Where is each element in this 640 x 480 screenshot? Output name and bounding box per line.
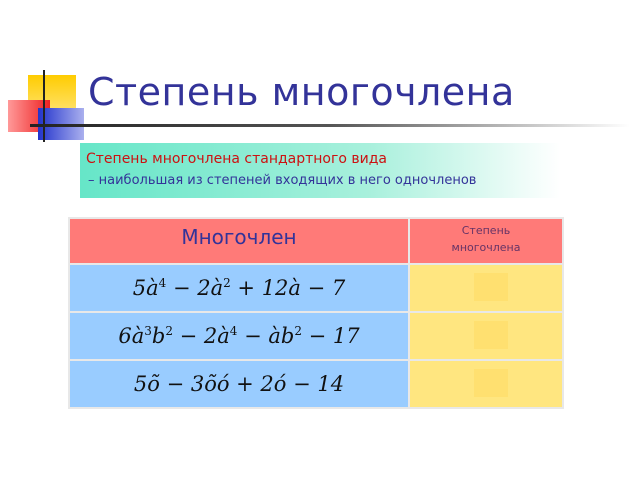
formula-exponent: 2	[294, 324, 302, 338]
answer-placeholder[interactable]	[474, 369, 508, 397]
decor-vertical-line	[43, 70, 45, 142]
formula-term: + 12à − 7	[230, 276, 346, 300]
table-row: 6à3b2 − 2à4 − àb2 − 17	[68, 311, 564, 361]
formula-exponent: 3	[144, 324, 152, 338]
definition-box: Степень многочлена стандартного вида – н…	[80, 143, 560, 198]
table-row: 5à4 − 2à2 + 12à − 7	[68, 263, 564, 313]
formula-exponent: 4	[158, 276, 167, 290]
formula-exponent: 2	[165, 324, 173, 338]
title-underline	[30, 124, 630, 127]
header-degree: Степень многочлена	[408, 217, 564, 265]
formula-term: 5õ − 3õó + 2ó − 14	[133, 372, 345, 396]
answer-placeholder[interactable]	[474, 321, 508, 349]
slide-title: Степень многочлена	[88, 70, 515, 114]
degree-answer-cell[interactable]	[408, 359, 564, 409]
header-row: Многочлен Степень многочлена	[68, 217, 564, 265]
formula-term: b	[151, 324, 166, 348]
definition-text: – наибольшая из степеней входящих в него…	[88, 173, 477, 188]
table-row: 5õ − 3õó + 2ó − 14	[68, 359, 564, 409]
formula-term: − 2à	[172, 324, 230, 348]
degree-answer-cell[interactable]	[408, 263, 564, 313]
polynomial-cell: 5õ − 3õó + 2ó − 14	[68, 359, 410, 409]
definition-term: Степень многочлена стандартного вида	[86, 151, 387, 167]
formula-term: − 2à	[166, 276, 224, 300]
polynomial-cell: 6à3b2 − 2à4 − àb2 − 17	[68, 311, 410, 361]
formula-exponent: 2	[223, 276, 231, 290]
degree-answer-cell[interactable]	[408, 311, 564, 361]
header-polynomial: Многочлен	[68, 217, 410, 265]
polynomial-cell: 5à4 − 2à2 + 12à − 7	[68, 263, 410, 313]
formula-term: 5à	[132, 276, 159, 300]
header-degree-label: Степень многочлена	[451, 224, 521, 254]
formula-exponent: 4	[229, 324, 238, 338]
answer-placeholder[interactable]	[474, 273, 508, 301]
formula-term: 6à	[118, 324, 145, 348]
formula-term: − àb	[237, 324, 295, 348]
polynomial-table: Многочлен Степень многочлена 5à4 − 2à2 +…	[68, 217, 564, 409]
formula-term: − 17	[301, 324, 360, 348]
